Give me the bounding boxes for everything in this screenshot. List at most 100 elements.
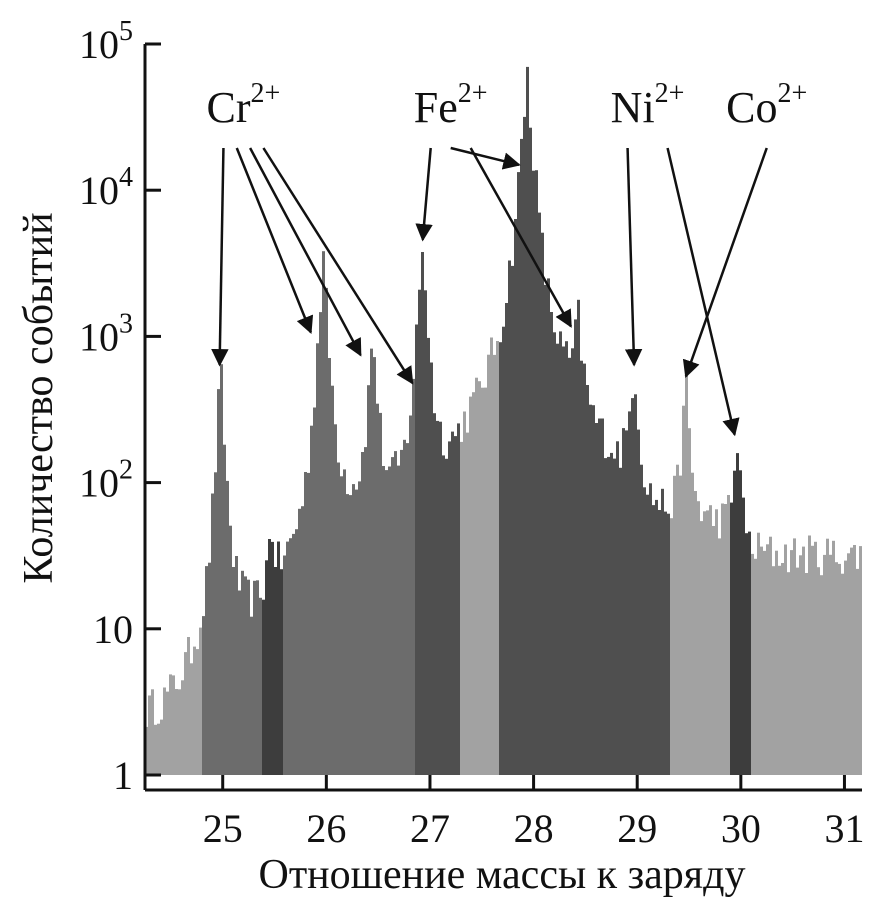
spectrum-bar xyxy=(832,540,835,775)
spectrum-bar xyxy=(733,470,736,775)
spectrum-bar xyxy=(688,428,691,775)
ion-label-cr: Cr2+ xyxy=(207,78,281,132)
spectrum-bar xyxy=(571,348,574,775)
spectrum-bar xyxy=(283,555,286,775)
spectrum-bar xyxy=(163,687,166,775)
annotation-arrow xyxy=(624,147,643,367)
spectrum-bar xyxy=(430,362,433,775)
spectrum-bar xyxy=(280,569,283,775)
spectrum-bar xyxy=(811,545,814,775)
spectrum-bar xyxy=(715,509,718,775)
x-tick-label: 27 xyxy=(410,806,450,851)
spectrum-bar xyxy=(694,491,697,775)
spectrum-bar xyxy=(583,363,586,775)
spectrum-bar xyxy=(193,646,196,775)
spectrum-bar xyxy=(634,394,637,775)
ion-annotations: Cr2+ Fe2+ Ni2+ Co2+ xyxy=(207,78,807,437)
spectrum-bar xyxy=(235,556,238,775)
spectrum-bar xyxy=(265,560,268,775)
spectrum-bar xyxy=(367,385,370,775)
spectrum-bar xyxy=(628,411,631,775)
spectrum-bar xyxy=(859,546,862,775)
spectrum-bar xyxy=(616,441,619,775)
spectrum-bar xyxy=(853,545,856,775)
spectrum-bar xyxy=(823,554,826,775)
spectrum-bar xyxy=(529,127,532,775)
spectrum-bar xyxy=(448,441,451,775)
spectrum-bar xyxy=(190,663,193,775)
spectrum-bar xyxy=(427,337,430,775)
spectrum-bar xyxy=(223,444,226,775)
spectrum-bar xyxy=(625,430,628,775)
spectrum-bar xyxy=(787,572,790,775)
spectrum-bar xyxy=(352,484,355,775)
spectrum-bar xyxy=(202,616,205,775)
spectrum-bar xyxy=(232,567,235,775)
annotation-arrow xyxy=(450,146,521,170)
spectrum-bar xyxy=(406,443,409,775)
spectrum-bar xyxy=(592,405,595,775)
spectrum-bar xyxy=(682,405,685,775)
spectrum-bar xyxy=(490,337,493,775)
spectrum-bar xyxy=(208,562,211,775)
spectrum-bar xyxy=(607,456,610,775)
spectrum-bar xyxy=(196,649,199,775)
spectrum-bar xyxy=(397,465,400,775)
spectrum-bar xyxy=(409,415,412,775)
spectrum-bar xyxy=(175,689,178,775)
spectrum-bar xyxy=(757,532,760,775)
spectrum-bar xyxy=(457,423,460,775)
spectrum-bar xyxy=(793,538,796,775)
spectrum-bar xyxy=(538,212,541,776)
spectrum-bar xyxy=(262,599,265,775)
spectrum-bar xyxy=(310,425,313,775)
spectrum-bar xyxy=(439,421,442,775)
spectrum-bar xyxy=(751,553,754,775)
spectrum-bar xyxy=(148,695,151,775)
spectrum-bar xyxy=(700,521,703,775)
spectrum-bar xyxy=(679,475,682,775)
spectrum-bar xyxy=(724,504,727,775)
spectrum-bar xyxy=(748,531,751,775)
spectrum-bar xyxy=(631,398,634,775)
spectrum-bar xyxy=(655,499,658,775)
annotation-arrow xyxy=(666,147,740,437)
annotation-arrow xyxy=(211,147,229,367)
spectrum-bar xyxy=(532,170,535,775)
annotation-arrow xyxy=(249,147,362,357)
spectrum-bar xyxy=(319,312,322,775)
y-tick-label: 102 xyxy=(79,455,133,506)
spectrum-bar xyxy=(820,575,823,775)
spectrum-bar xyxy=(307,472,310,775)
spectrum-bar xyxy=(412,378,415,775)
spectrum-bar xyxy=(295,529,298,775)
spectrum-bar xyxy=(475,377,478,775)
spectrum-bar xyxy=(664,511,667,775)
spectrum-bar xyxy=(817,567,820,775)
spectrum-bar xyxy=(481,387,484,775)
y-tick-label: 105 xyxy=(79,16,133,67)
spectrum-bar xyxy=(772,566,775,775)
spectrum-bar xyxy=(244,576,247,775)
spectrum-bar xyxy=(379,412,382,775)
spectrum-bar xyxy=(229,525,232,775)
spectrum-bar xyxy=(670,518,673,775)
spectrum-bar xyxy=(250,616,253,775)
spectrum-bar xyxy=(469,396,472,775)
spectrum-bar xyxy=(739,470,742,775)
spectrum-bar xyxy=(712,526,715,775)
spectrum-bar xyxy=(802,546,805,775)
ion-label-ni: Ni2+ xyxy=(611,78,685,132)
spectrum-bar xyxy=(505,303,508,775)
annotation-arrow xyxy=(262,147,414,385)
spectrum-bar xyxy=(646,494,649,775)
spectrum-bar xyxy=(586,385,589,775)
spectrum-bar xyxy=(835,562,838,775)
spectrum-bar xyxy=(487,354,490,775)
spectrum-bar xyxy=(565,341,568,775)
y-tick-label: 103 xyxy=(79,308,133,359)
spectrum-bar xyxy=(259,597,262,775)
spectrum-bar xyxy=(370,348,373,775)
spectrum-bar xyxy=(619,467,622,775)
y-axis-title: Количество событий xyxy=(16,212,62,583)
